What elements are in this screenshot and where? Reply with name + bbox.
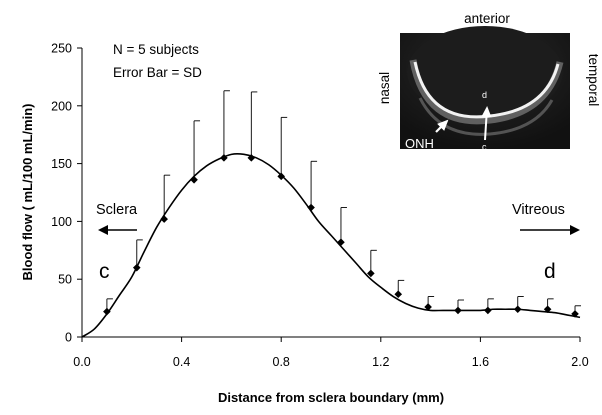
data-point [190, 175, 198, 184]
letter-c: c [99, 260, 110, 283]
c-to-d-arrow [481, 106, 492, 141]
data-point [220, 154, 228, 162]
inset-bright-band [409, 59, 564, 125]
data-point [424, 303, 432, 311]
data-point [367, 269, 375, 278]
inset-onh-label: ONH [405, 136, 434, 151]
y-tick-label: 50 [58, 273, 72, 287]
data-point [454, 306, 462, 315]
data-points [103, 154, 579, 318]
inset-outer-band [418, 97, 554, 136]
inset-temporal-label: temporal [586, 54, 601, 107]
y-axis-ticks: 0 50 100 150 200 250 [51, 42, 82, 345]
y-axis-title: Blood flow ( mL/100 mL/min) [20, 104, 35, 281]
x-tick-label: 0.8 [273, 355, 290, 369]
x-axis-ticks: 0.0 0.4 0.8 1.2 1.6 2.0 [73, 337, 589, 369]
mri-inset: anterior nasal temporal ONH d c [377, 11, 601, 152]
y-tick-label: 200 [51, 99, 72, 113]
y-tick-label: 150 [51, 157, 72, 171]
data-point [337, 238, 345, 247]
data-point [543, 305, 552, 314]
data-point [513, 305, 522, 314]
x-tick-label: 2.0 [571, 355, 588, 369]
data-point [247, 154, 256, 162]
y-tick-label: 250 [51, 42, 72, 56]
data-point [394, 290, 403, 299]
data-point [277, 172, 285, 181]
vitreous-label: Vitreous [512, 202, 565, 218]
y-tick-label: 0 [65, 331, 72, 345]
data-point [103, 307, 111, 316]
data-point [484, 306, 492, 315]
x-tick-label: 1.6 [472, 355, 489, 369]
error-bar-label: Error Bar = SD [113, 65, 202, 80]
x-tick-label: 0.4 [173, 355, 190, 369]
inset-anterior-label: anterior [464, 11, 510, 26]
n-subjects-label: N = 5 subjects [113, 42, 199, 57]
error-bars [106, 90, 582, 314]
x-tick-label: 0.0 [73, 355, 90, 369]
data-point [307, 203, 315, 212]
data-point [571, 310, 579, 318]
inset-d-label: d [482, 90, 487, 100]
sclera-label: Sclera [96, 202, 138, 218]
data-point [160, 215, 168, 223]
inset-nasal-label: nasal [377, 72, 392, 104]
fitted-curve [81, 153, 581, 338]
x-axis-title: Distance from sclera boundary (mm) [218, 390, 444, 405]
data-point [132, 263, 141, 272]
letter-d: d [544, 260, 556, 283]
onh-arrow [435, 119, 449, 133]
y-tick-label: 100 [51, 215, 72, 229]
x-tick-label: 1.2 [372, 355, 389, 369]
inset-eyeball [407, 26, 563, 118]
inset-c-label: c [482, 142, 487, 152]
